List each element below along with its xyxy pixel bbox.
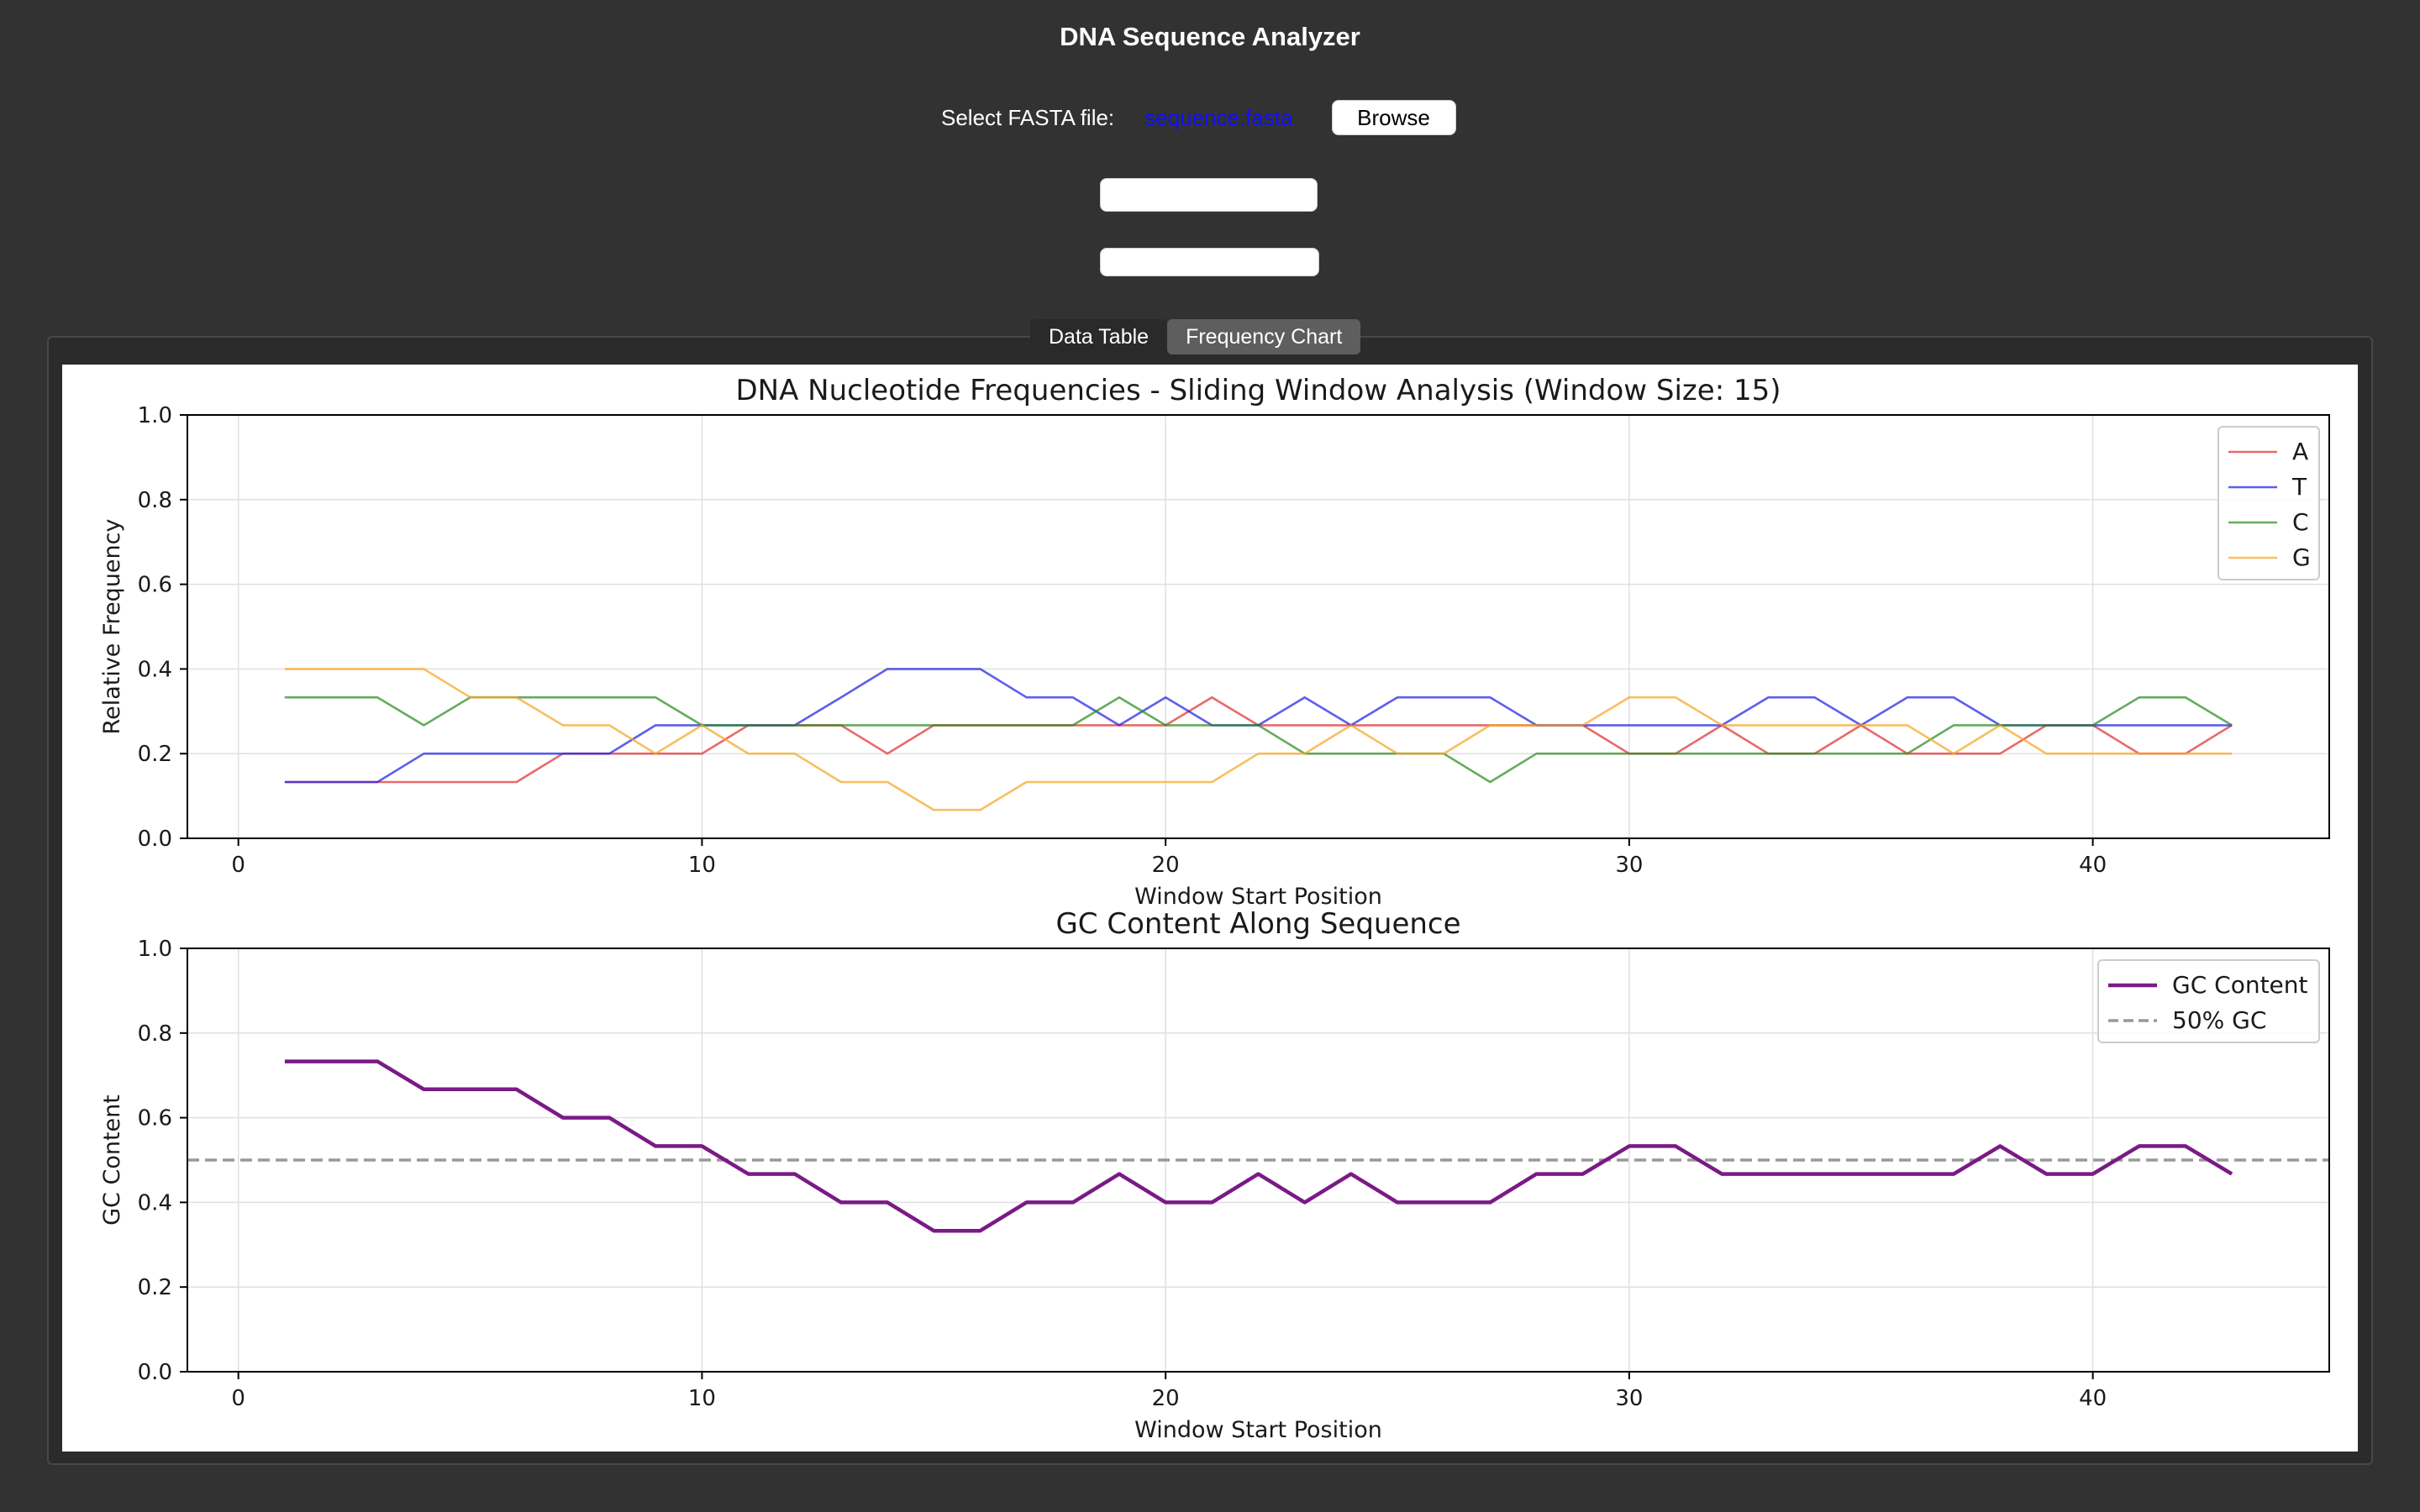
x-tick-label: 40 [2079,1386,2107,1411]
y-tick-label: 0.0 [138,827,172,852]
legend-box [2217,426,2320,580]
y-tick-label: 1.0 [138,937,172,962]
x-tick-label: 30 [1615,1386,1643,1411]
series-line-c [284,696,2233,784]
file-picker-label: Select FASTA file: [941,104,1115,130]
legend-label: C [2292,508,2309,536]
y-axis-label: GC Content [99,1095,125,1226]
action-button-2[interactable] [1100,248,1319,276]
legend-label: T [2291,473,2307,501]
series-line-gc-content [284,1059,2233,1233]
plot-frame [187,948,2330,1373]
x-tick-label: 30 [1615,853,1643,878]
y-tick-label: 0.6 [138,573,172,598]
x-tick-label: 10 [688,853,716,878]
tab-data-table[interactable]: Data Table [1030,319,1168,354]
x-axis-label: Window Start Position [1134,884,1382,910]
x-tick-label: 40 [2079,853,2107,878]
x-tick-label: 0 [231,853,245,878]
y-tick-label: 0.0 [138,1360,172,1385]
legend-label: 50% GC [2172,1006,2266,1034]
y-tick-label: 0.8 [138,1021,172,1047]
charts-svg: 0 10 20 30 40 0.0 0.2 0.4 0.6 0.8 1.0 DNA Nucleotid… [99,374,2330,1443]
series-line-g [284,668,2233,811]
tab-bar: Data Table Frequency Chart [1030,319,1361,354]
y-tick-label: 0.6 [138,1106,172,1131]
legend-label: GC Content [2172,971,2308,999]
x-tick-label: 20 [1152,1386,1180,1411]
app-title: DNA Sequence Analyzer [1060,22,1360,51]
y-tick-label: 0.8 [138,488,172,513]
y-tick-label: 0.2 [138,1275,172,1300]
legend-label: A [2292,438,2308,465]
selected-file-name[interactable]: sequence.fasta [1144,104,1293,130]
chart-title: GC Content Along Sequence [1055,907,1460,941]
x-tick-label: 20 [1152,853,1180,878]
chart-canvas: 0 10 20 30 40 0.0 0.2 0.4 0.6 0.8 1.0 DNA Nucleotid… [62,365,2358,1452]
y-axis-label: Relative Frequency [99,519,125,735]
series-line-a [284,696,2233,784]
x-axis-label: Window Start Position [1134,1417,1382,1443]
x-tick-label: 0 [231,1386,245,1411]
x-tick-label: 10 [688,1386,716,1411]
y-tick-label: 0.2 [138,742,172,767]
tab-frequency-chart[interactable]: Frequency Chart [1167,319,1361,354]
plot-frame [187,414,2330,839]
browse-button[interactable]: Browse [1331,100,1456,135]
legend-label: G [2292,543,2311,571]
y-tick-label: 0.4 [138,657,172,682]
legend-box [2097,959,2320,1043]
file-picker-row: Select FASTA file: sequence.fasta Browse [941,99,1456,136]
action-button-1[interactable] [1100,178,1318,212]
chart-title: DNA Nucleotide Frequencies - Sliding Win… [735,374,1781,407]
y-tick-label: 0.4 [138,1190,172,1215]
y-tick-label: 1.0 [138,403,172,428]
